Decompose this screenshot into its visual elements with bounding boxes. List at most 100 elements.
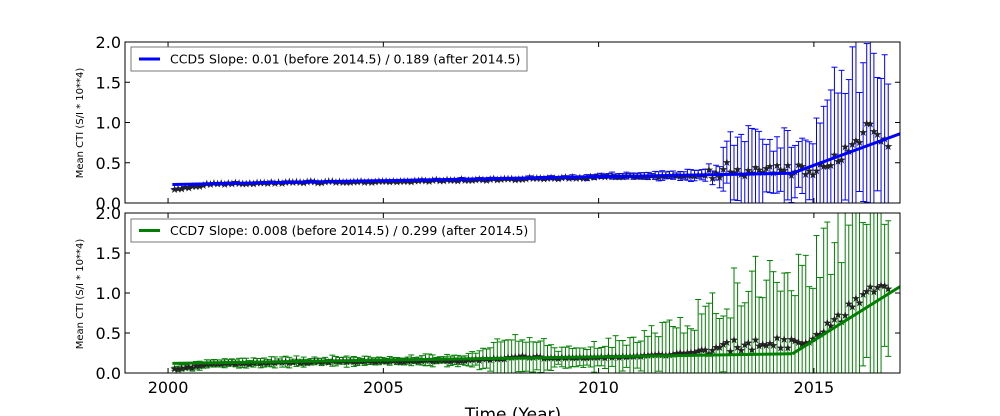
y-tick-label: 0.0	[96, 364, 121, 383]
data-point: ★	[184, 360, 194, 373]
data-point: ★	[772, 331, 782, 344]
data-point: ★	[675, 347, 685, 360]
top-y-axis-label: Mean CTI (S/I * 10**4)	[75, 68, 86, 179]
data-point: ★	[812, 328, 822, 341]
data-point: ★	[837, 153, 847, 166]
data-point: ★	[177, 362, 187, 375]
data-point: ★	[751, 334, 761, 347]
data-point: ★	[284, 357, 294, 370]
data-point: ★	[711, 341, 721, 354]
data-point: ★	[851, 292, 861, 305]
data-point: ★	[406, 175, 416, 188]
data-point: ★	[191, 180, 201, 193]
data-point: ★	[751, 161, 761, 174]
y-tick-label: 0.5	[96, 324, 121, 343]
data-point: ★	[697, 344, 707, 357]
data-point: ★	[453, 175, 463, 188]
data-point: ★	[672, 347, 682, 360]
data-point: ★	[829, 149, 839, 162]
fit-line	[791, 285, 900, 356]
data-point: ★	[855, 297, 865, 310]
bottom-legend-label: CCD7 Slope: 0.008 (before 2014.5) / 0.29…	[170, 223, 528, 238]
data-point: ★	[822, 160, 832, 173]
data-point: ★	[184, 182, 194, 195]
fit-line	[172, 171, 793, 186]
data-point: ★	[790, 334, 800, 347]
data-point: ★	[722, 336, 732, 349]
data-point: ★	[862, 285, 872, 298]
data-point: ★	[729, 334, 739, 347]
data-point: ★	[740, 339, 750, 352]
data-point: ★	[413, 355, 423, 368]
data-point: ★	[833, 155, 843, 168]
data-point: ★	[198, 359, 208, 372]
data-point: ★	[188, 361, 198, 374]
data-point: ★	[769, 339, 779, 352]
data-point: ★	[173, 183, 183, 196]
data-point: ★	[693, 344, 703, 357]
x-tick-label: 2015	[794, 378, 835, 397]
data-point: ★	[442, 355, 452, 368]
bottom-y-axis-label: Mean CTI (S/I * 10**4)	[75, 239, 86, 350]
data-point: ★	[865, 118, 875, 131]
data-point: ★	[758, 338, 768, 351]
top-legend-box	[130, 46, 528, 72]
data-point: ★	[381, 355, 391, 368]
data-point: ★	[883, 140, 893, 153]
data-point: ★	[740, 169, 750, 182]
data-point: ★	[783, 342, 793, 355]
data-point: ★	[725, 345, 735, 358]
data-point: ★	[779, 333, 789, 346]
data-point: ★	[177, 182, 187, 195]
data-point: ★	[797, 160, 807, 173]
data-point: ★	[847, 301, 857, 314]
data-point: ★	[754, 163, 764, 176]
data-point: ★	[808, 168, 818, 181]
fit-line	[172, 352, 793, 365]
data-point: ★	[794, 336, 804, 349]
y-tick-label: 0.5	[96, 154, 121, 173]
data-point: ★	[876, 279, 886, 292]
bottom-legend-box	[130, 218, 536, 243]
data-point: ★	[474, 354, 484, 367]
data-point: ★	[786, 333, 796, 346]
data-point: ★	[202, 358, 212, 371]
data-point: ★	[682, 346, 692, 359]
data-point: ★	[829, 313, 839, 326]
data-point: ★	[428, 355, 438, 368]
data-point: ★	[873, 128, 883, 141]
data-point: ★	[360, 176, 370, 189]
data-point: ★	[873, 281, 883, 294]
data-point: ★	[173, 363, 183, 376]
data-point: ★	[776, 164, 786, 177]
data-point: ★	[855, 136, 865, 149]
data-point: ★	[385, 176, 395, 189]
plot-area: ★★★★★★★★★★★★★★★★★★★★★★★★★★★★★★★★★★★★★★★★…	[170, 213, 900, 376]
data-point: ★	[812, 164, 822, 177]
y-tick-label: 0.0	[96, 194, 121, 213]
data-point: ★	[431, 355, 441, 368]
data-point: ★	[862, 117, 872, 130]
data-point: ★	[686, 346, 696, 359]
data-point: ★	[456, 354, 466, 367]
data-point: ★	[700, 343, 710, 356]
data-point: ★	[517, 350, 527, 363]
data-point: ★	[880, 279, 890, 292]
data-point: ★	[819, 160, 829, 173]
data-point: ★	[808, 332, 818, 345]
data-point: ★	[819, 325, 829, 338]
data-point: ★	[453, 355, 463, 368]
data-point: ★	[840, 141, 850, 154]
data-point: ★	[460, 355, 470, 368]
data-point: ★	[826, 159, 836, 172]
y-tick-label: 1.0	[96, 284, 121, 303]
data-point: ★	[883, 283, 893, 296]
data-point: ★	[399, 356, 409, 369]
data-point: ★	[370, 355, 380, 368]
data-point: ★	[718, 163, 728, 176]
data-point: ★	[256, 357, 266, 370]
ccd5-panel: ★★★★★★★★★ ★★ ★★ ★ ★ ★ ★ ★ ★★★★★★★★★★★★★★★★★★★★★★…	[96, 33, 901, 213]
data-point: ★	[485, 353, 495, 366]
data-point: ★	[191, 359, 201, 372]
